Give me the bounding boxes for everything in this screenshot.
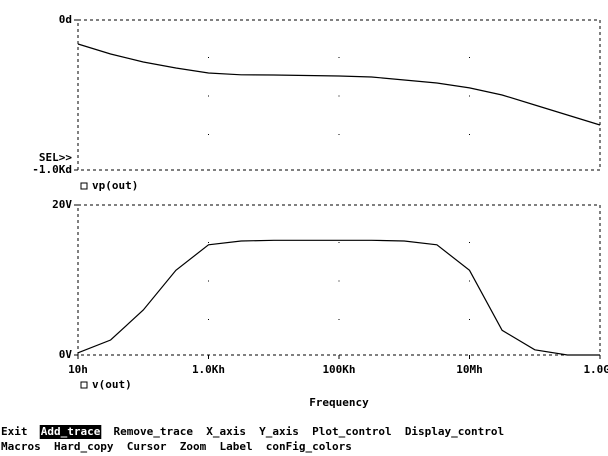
legend-marker: [80, 381, 88, 389]
x-tick-label: 1.0Gh: [583, 363, 608, 376]
trace: [77, 43, 601, 126]
menu-item[interactable]: Cursor: [127, 440, 167, 453]
trace: [77, 239, 600, 356]
menu-item[interactable]: Label: [219, 440, 252, 453]
menu-item[interactable]: Macros: [1, 440, 41, 453]
menu-item[interactable]: Zoom: [180, 440, 207, 453]
x-axis-label: Frequency: [309, 396, 369, 409]
x-tick-label: 10Mh: [456, 363, 483, 376]
plot-frame: [77, 19, 601, 171]
menu-highlight: [39, 425, 102, 439]
x-tick-label: 10h: [68, 363, 88, 376]
y-tick-label: 0d: [59, 13, 72, 26]
y-tick-label: -1.0Kd: [32, 163, 72, 176]
x-tick-label: 100Kh: [322, 363, 355, 376]
menu-item[interactable]: Display_control: [405, 425, 504, 438]
menu-item[interactable]: Hard_copy: [54, 440, 114, 453]
y-tick-label: 0V: [59, 348, 73, 361]
legend-label[interactable]: vp(out): [92, 179, 138, 192]
legend-marker: [80, 182, 88, 190]
menu-item[interactable]: Remove_trace: [114, 425, 194, 438]
y-tick-label: 20V: [52, 198, 72, 211]
menu-item[interactable]: X_axis: [206, 425, 246, 438]
annotation: SEL>>: [39, 151, 72, 164]
menu-item[interactable]: conFig_colors: [266, 440, 352, 453]
menu-item[interactable]: Plot_control: [312, 425, 391, 438]
menu-item[interactable]: Add_trace: [41, 425, 101, 438]
menu-item[interactable]: Y_axis: [259, 425, 299, 438]
legend-label[interactable]: v(out): [92, 378, 132, 391]
x-tick-label: 1.0Kh: [192, 363, 225, 376]
menu-item[interactable]: Exit: [1, 425, 28, 438]
